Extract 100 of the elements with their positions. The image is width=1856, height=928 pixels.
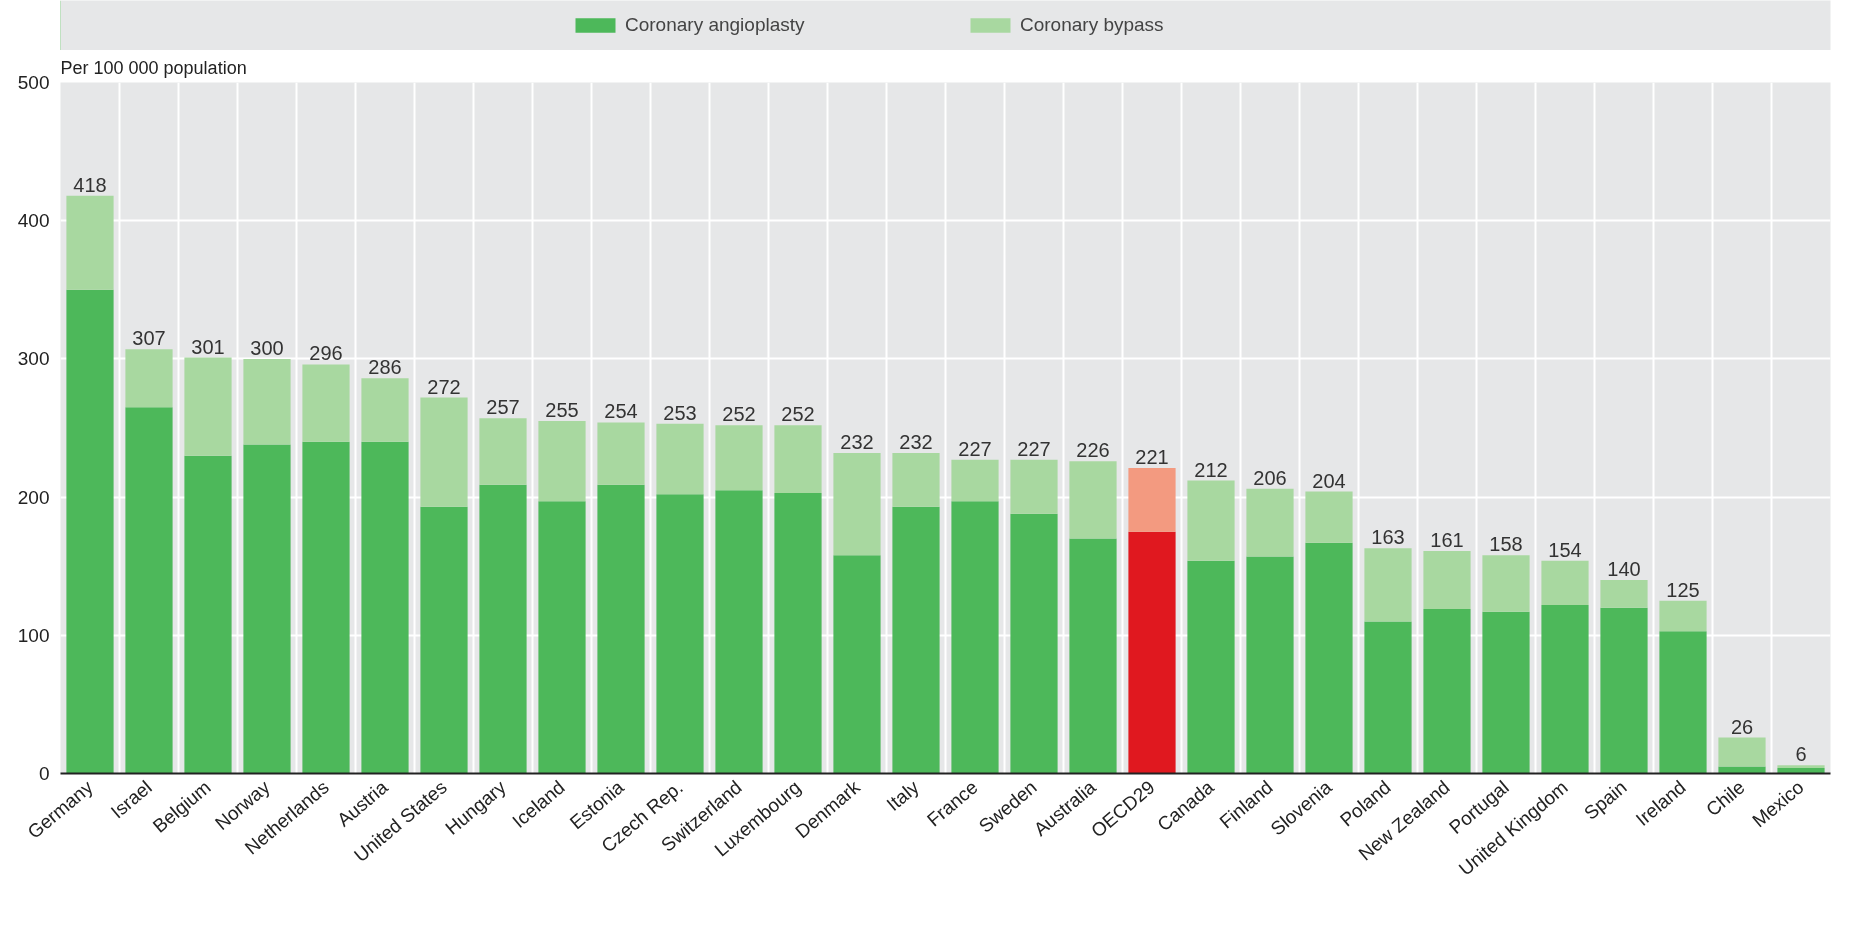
bar: [1010, 513, 1058, 774]
total-label: 6: [1795, 743, 1807, 766]
x-tick-label: Chile: [1702, 776, 1749, 821]
legend-label: Coronary bypass: [1020, 14, 1165, 36]
total-label: 253: [663, 401, 697, 424]
total-label: 254: [604, 400, 638, 423]
bar: [597, 484, 645, 774]
y-tick-label: 0: [38, 763, 50, 784]
bar: [1246, 556, 1294, 774]
bar: [1777, 765, 1825, 768]
bar: [1777, 767, 1825, 774]
bar: [361, 378, 409, 442]
total-label: 125: [1666, 578, 1700, 601]
bar: [656, 494, 704, 774]
bar: [892, 452, 940, 507]
total-label: 206: [1253, 466, 1287, 489]
bar: [420, 506, 468, 774]
bar: [1364, 548, 1412, 622]
bar: [1010, 459, 1058, 514]
bar: [66, 195, 114, 290]
bar: [1423, 609, 1471, 774]
total-label: 140: [1607, 558, 1641, 581]
bar: [243, 444, 291, 774]
total-label: 300: [250, 336, 284, 359]
total-label: 257: [486, 396, 520, 419]
bar: [715, 490, 763, 774]
total-label: 301: [191, 335, 225, 358]
legend-label: Coronary angioplasty: [625, 14, 806, 36]
bar: [951, 459, 999, 502]
bar: [1659, 600, 1707, 632]
bar: [302, 364, 350, 442]
total-label: 154: [1548, 538, 1582, 561]
total-label: 212: [1194, 458, 1228, 481]
total-label: 204: [1312, 469, 1346, 492]
bar: [420, 397, 468, 507]
bar: [184, 455, 232, 774]
bar: [1600, 580, 1648, 608]
total-label: 26: [1730, 715, 1754, 738]
total-label: 161: [1430, 529, 1464, 551]
total-label: 418: [73, 173, 107, 196]
bar: [715, 425, 763, 491]
bar: [1600, 607, 1648, 774]
bar: [1069, 461, 1117, 539]
bar: [243, 358, 291, 445]
bar: [1305, 542, 1353, 774]
total-label: 272: [427, 375, 461, 398]
y-axis-title: Per 100 000 population: [60, 57, 247, 78]
bar: [1482, 611, 1530, 774]
bar: [833, 452, 881, 556]
total-label: 296: [309, 342, 343, 365]
bar: [1659, 631, 1707, 774]
bar: [833, 555, 881, 774]
bar: [892, 506, 940, 774]
total-label: 307: [132, 327, 166, 350]
bar: [479, 484, 527, 774]
bar: [361, 441, 409, 774]
y-tick-label: 500: [17, 72, 50, 93]
bar: [125, 407, 173, 774]
y-tick-label: 100: [17, 624, 50, 646]
total-label: 255: [545, 399, 579, 422]
bar: [1541, 604, 1589, 774]
bar: [1541, 560, 1589, 605]
total-label: 227: [958, 437, 992, 460]
bar: [1482, 555, 1530, 612]
bar: [951, 501, 999, 774]
bar: [774, 425, 822, 493]
total-label: 252: [722, 403, 756, 426]
bar: [184, 357, 232, 456]
bar: [1187, 560, 1235, 774]
bar: [66, 289, 114, 774]
total-label: 221: [1135, 446, 1169, 469]
bar: [774, 492, 822, 774]
y-tick-label: 400: [17, 210, 50, 232]
total-label: 158: [1489, 533, 1523, 556]
total-label: 252: [781, 403, 815, 426]
bar: [538, 421, 586, 502]
bar: [479, 418, 527, 485]
bar: [597, 422, 645, 485]
total-label: 227: [1017, 437, 1051, 460]
bar: [1069, 538, 1117, 774]
bar: [538, 501, 586, 774]
total-label: 232: [840, 430, 874, 453]
total-label: 232: [899, 430, 933, 453]
y-tick-label: 200: [17, 486, 50, 508]
bar: [1305, 491, 1353, 543]
total-label: 226: [1076, 439, 1110, 462]
bar: [1364, 621, 1412, 774]
y-tick-label: 300: [17, 348, 50, 370]
bar: [1128, 531, 1176, 774]
total-label: 286: [368, 356, 402, 379]
bar: [1423, 551, 1471, 610]
bar: [302, 441, 350, 774]
bar: [1718, 737, 1766, 767]
bar: [1128, 468, 1176, 532]
x-tick-label: Italy: [882, 776, 924, 815]
bar: [1187, 480, 1235, 561]
bar: [1246, 488, 1294, 557]
total-label: 163: [1371, 526, 1405, 549]
bar: [656, 423, 704, 495]
bar: [125, 349, 173, 408]
